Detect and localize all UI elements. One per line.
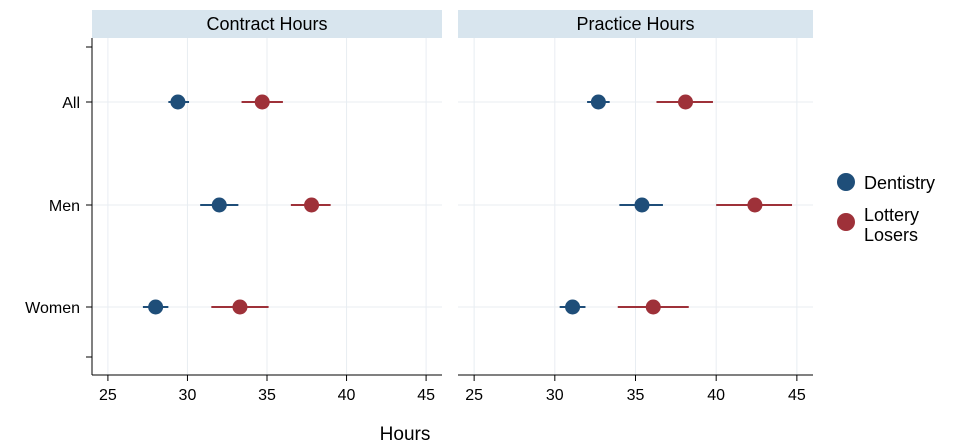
- legend-label: Lottery: [864, 205, 919, 225]
- y-tick-label: Men: [49, 198, 80, 215]
- panel-contract-hours: Contract Hours 25 30 35 40 45 All Men Women: [25, 10, 442, 404]
- data-point: [678, 94, 694, 110]
- panel-header: [92, 10, 442, 38]
- x-tick-label: 40: [338, 387, 356, 404]
- x-tick-label: 40: [707, 387, 725, 404]
- x-axis-title: Hours: [380, 424, 431, 444]
- data-point: [634, 197, 650, 213]
- panel-header: [458, 10, 813, 38]
- data-point: [148, 299, 164, 315]
- x-tick-label: 25: [99, 387, 117, 404]
- data-point: [565, 299, 581, 315]
- data-point: [747, 197, 763, 213]
- panel-title: Practice Hours: [576, 14, 694, 34]
- panel-practice-hours: Practice Hours 25 30 35 40 45: [458, 10, 813, 404]
- data-point: [590, 94, 606, 110]
- panel-title: Contract Hours: [206, 14, 327, 34]
- x-tick-label: 35: [258, 387, 276, 404]
- data-point: [170, 94, 186, 110]
- x-tick-label: 25: [465, 387, 483, 404]
- legend-label: Dentistry: [864, 173, 935, 193]
- legend-label: Losers: [864, 225, 918, 245]
- legend-marker: [837, 173, 855, 191]
- data-point: [232, 299, 248, 315]
- y-tick-label: Women: [25, 300, 80, 317]
- x-tick-label: 45: [417, 387, 435, 404]
- data-point: [304, 197, 320, 213]
- data-point: [254, 94, 270, 110]
- data-point: [645, 299, 661, 315]
- y-tick-label: All: [62, 95, 80, 112]
- legend-marker: [837, 213, 855, 231]
- x-tick-label: 45: [788, 387, 806, 404]
- x-tick-label: 35: [627, 387, 645, 404]
- x-tick-label: 30: [546, 387, 564, 404]
- data-point: [211, 197, 227, 213]
- x-tick-label: 30: [179, 387, 197, 404]
